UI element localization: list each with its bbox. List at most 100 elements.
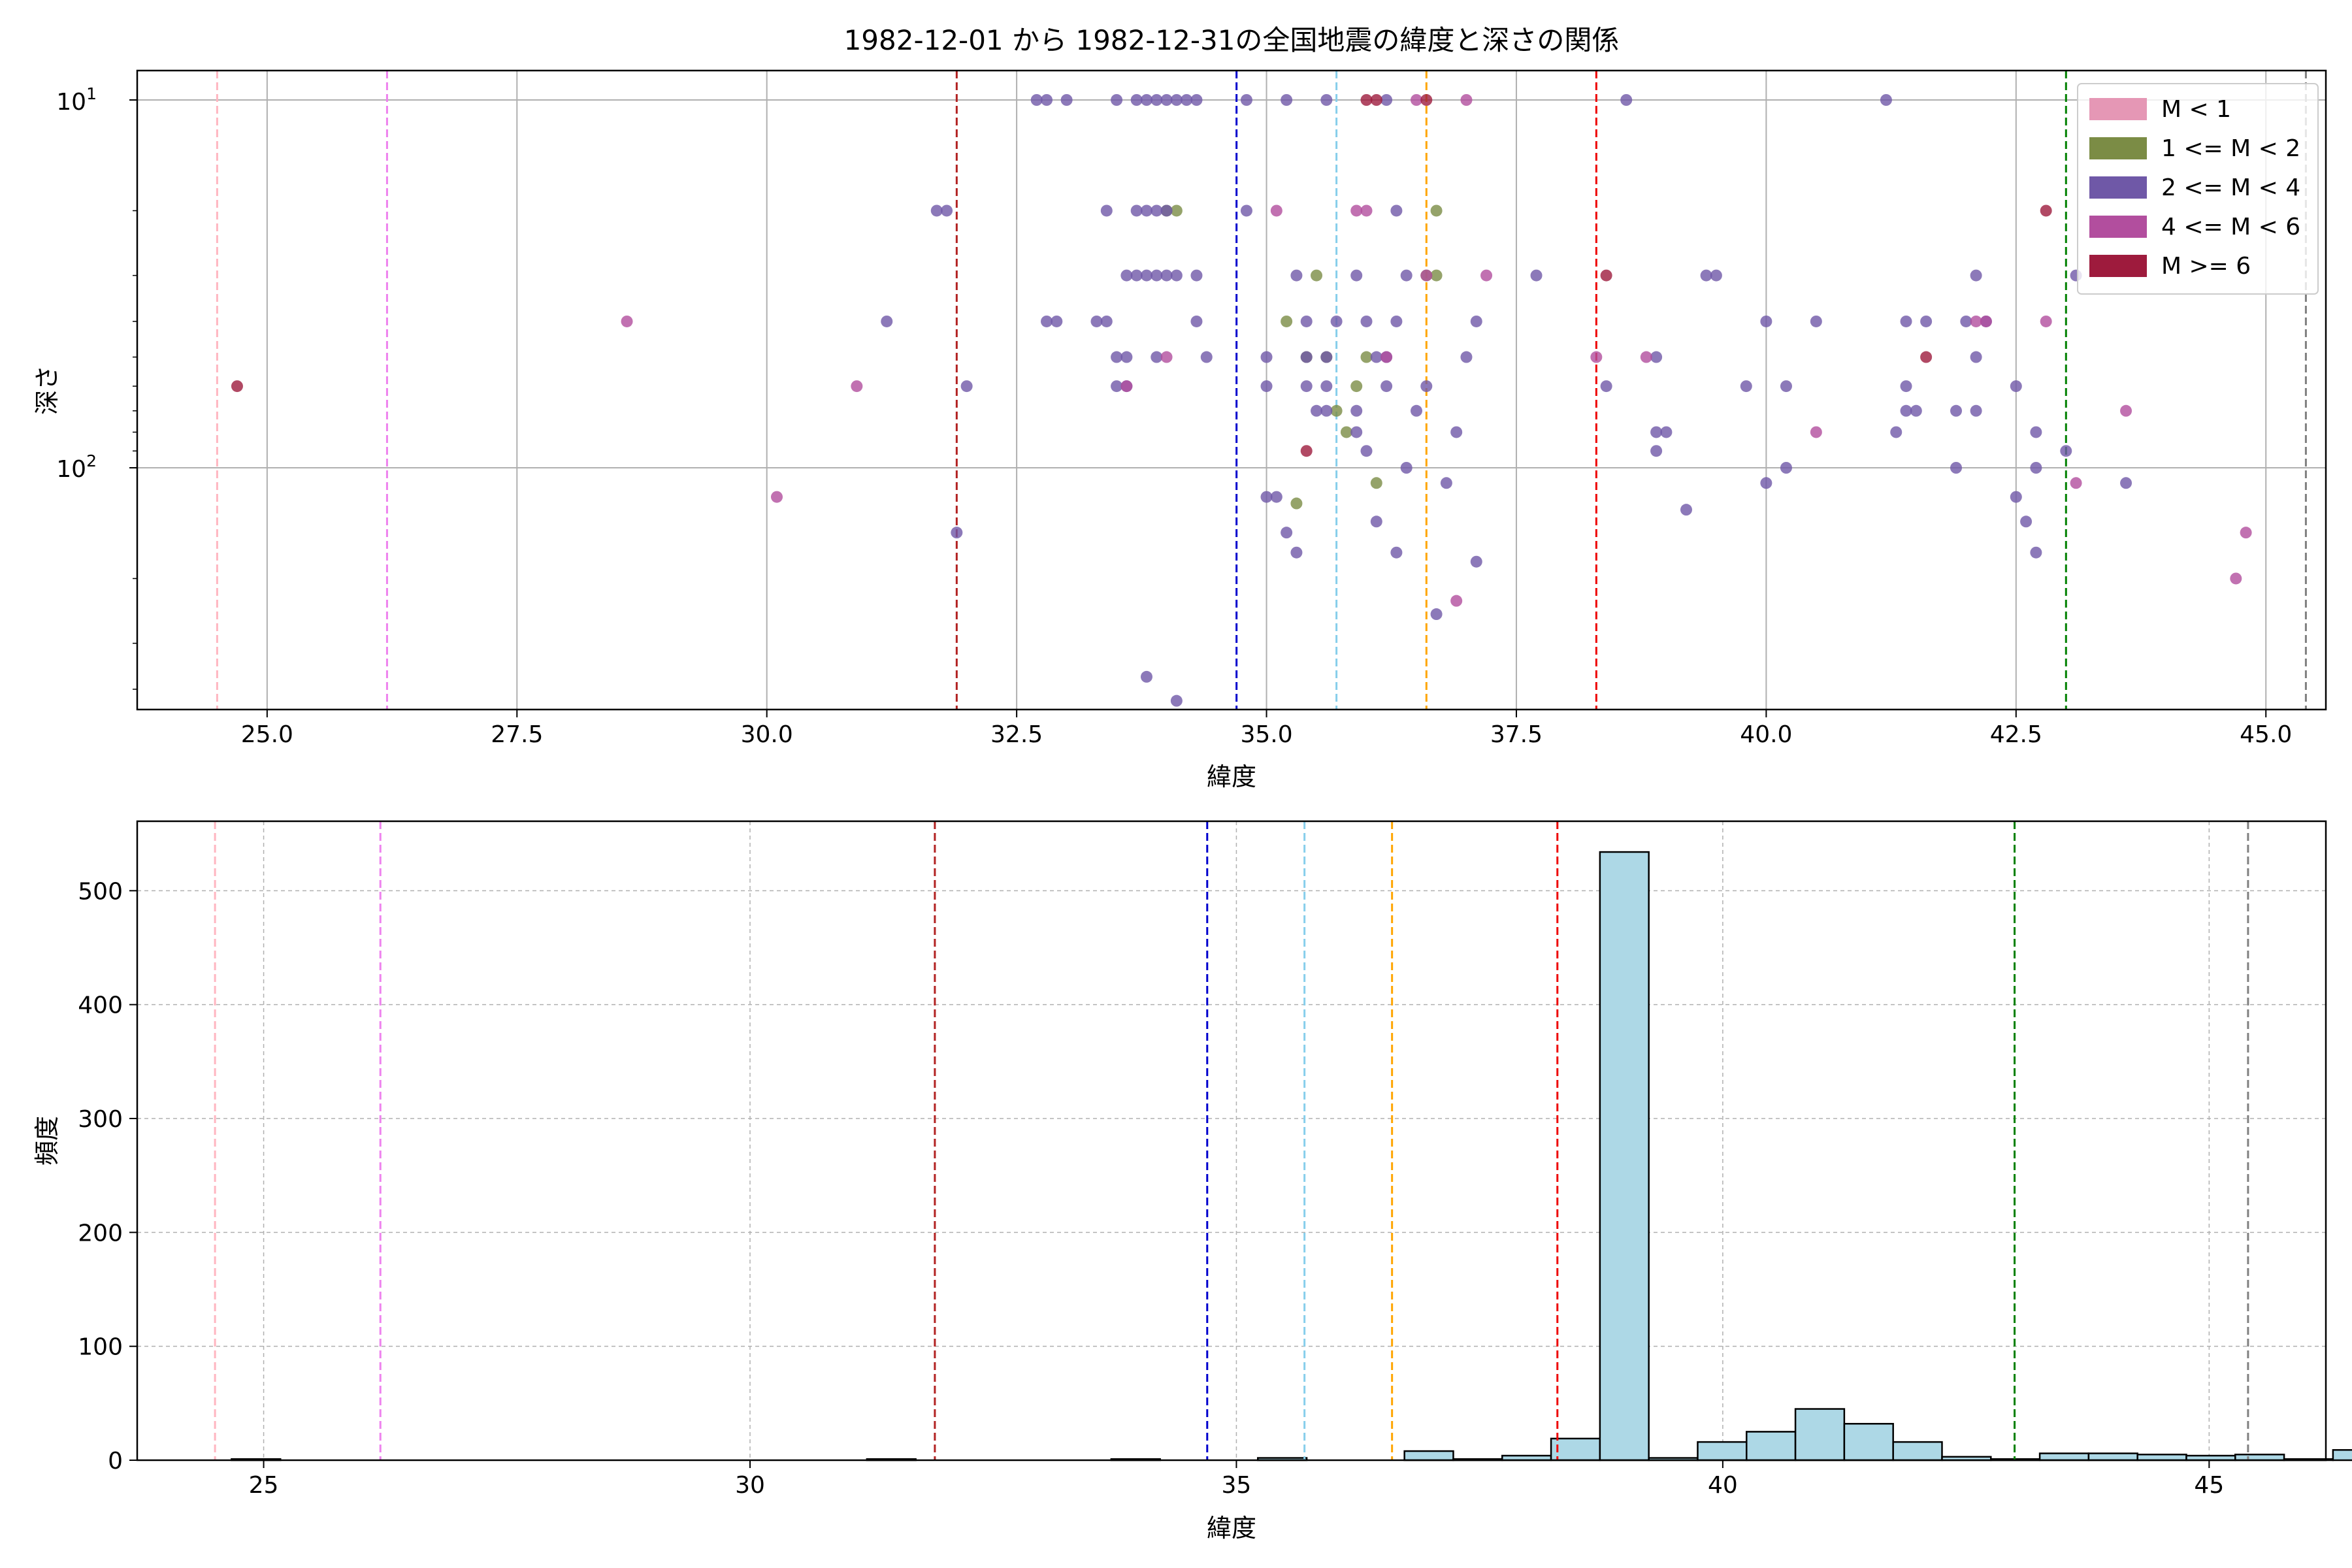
scatter-point — [1130, 94, 1143, 106]
scatter-point — [2020, 515, 2033, 528]
scatter-point — [1880, 94, 1892, 106]
scatter-point — [2230, 572, 2242, 585]
scatter-point — [1600, 380, 1612, 393]
scatter-point — [1120, 380, 1133, 393]
scatter-point — [1370, 94, 1382, 106]
histogram-y-ticks: 0 100 200 300 400 500 — [78, 878, 137, 1475]
scatter-point — [930, 204, 943, 217]
scatter-point — [1281, 315, 1293, 327]
scatter-point — [1300, 445, 1313, 457]
scatter-point — [1151, 269, 1163, 282]
histogram-bar — [1746, 1431, 1797, 1462]
scatter-x-tick-label: 42.5 — [1990, 721, 2042, 748]
scatter-point — [1360, 204, 1373, 217]
scatter-point — [1320, 94, 1333, 106]
scatter-point — [1430, 269, 1443, 282]
scatter-point — [1420, 94, 1433, 106]
scatter-point — [1151, 204, 1163, 217]
scatter-point — [1181, 94, 1193, 106]
scatter-point — [1950, 462, 1963, 474]
scatter-point — [2040, 315, 2052, 327]
scatter-point — [1350, 269, 1363, 282]
histogram-x-tick-label: 35 — [1222, 1472, 1252, 1499]
scatter-point — [1350, 380, 1363, 393]
scatter-point — [1330, 404, 1343, 417]
scatter-point — [1810, 426, 1822, 438]
scatter-point — [1460, 351, 1473, 363]
scatter-point — [1260, 380, 1273, 393]
scatter-point — [1380, 380, 1393, 393]
legend-label: M >= 6 — [2161, 253, 2251, 280]
scatter-point — [1370, 351, 1382, 363]
scatter-point — [1710, 269, 1722, 282]
legend-swatch — [2089, 98, 2147, 120]
scatter-point — [1650, 445, 1663, 457]
scatter-point — [1590, 351, 1603, 363]
histogram-y-tick-label: 0 — [108, 1448, 123, 1475]
scatter-point — [1370, 477, 1382, 489]
scatter-point — [1111, 94, 1123, 106]
scatter-point — [1300, 351, 1313, 363]
scatter-point — [1740, 380, 1752, 393]
scatter-point — [1330, 315, 1343, 327]
scatter-point — [1660, 426, 1673, 438]
y-tick-100-exp: 2 — [86, 451, 97, 470]
scatter-point — [1350, 204, 1363, 217]
scatter-point — [1240, 204, 1252, 217]
histogram-bar — [2332, 1449, 2352, 1462]
scatter-point — [1530, 269, 1543, 282]
histogram-x-tick-label: 25 — [249, 1472, 279, 1499]
scatter-point — [1370, 515, 1382, 528]
histogram-x-tick-label: 40 — [1708, 1472, 1738, 1499]
scatter-x-axis-label: 緯度 — [1207, 762, 1256, 791]
histogram-x-tick-label: 45 — [2194, 1472, 2224, 1499]
scatter-point — [941, 204, 953, 217]
scatter-point — [1320, 404, 1333, 417]
scatter-point — [2240, 527, 2252, 539]
scatter-axes-frame — [136, 69, 2327, 711]
scatter-point — [1190, 315, 1203, 327]
scatter-point — [1190, 94, 1203, 106]
scatter-point — [1270, 491, 1282, 503]
scatter-point — [1480, 269, 1493, 282]
scatter-point — [1140, 269, 1152, 282]
scatter-legend: M < 1 1 <= M < 2 2 <= M < 4 4 <= M < 6 M >= … — [2077, 83, 2319, 295]
scatter-point — [1700, 269, 1712, 282]
histogram-bar — [1794, 1408, 1846, 1462]
scatter-point — [1160, 351, 1173, 363]
legend-swatch — [2089, 255, 2147, 277]
y-tick-10-base: 10 — [56, 89, 86, 116]
scatter-y-axis-label: 深さ — [33, 365, 61, 415]
histogram-bar — [1697, 1441, 1748, 1462]
legend-label: 1 <= M < 2 — [2161, 135, 2300, 162]
scatter-point — [1270, 204, 1282, 217]
scatter-point — [2010, 491, 2022, 503]
scatter-point — [1780, 462, 1792, 474]
scatter-point — [1380, 351, 1393, 363]
scatter-point — [2030, 462, 2042, 474]
histogram-bar — [2136, 1454, 2187, 1462]
scatter-point — [1030, 94, 1043, 106]
legend-swatch — [2089, 216, 2147, 238]
scatter-point — [1160, 269, 1173, 282]
scatter-point — [1890, 426, 1903, 438]
scatter-point — [2120, 477, 2132, 489]
scatter-point — [1980, 315, 1992, 327]
scatter-point — [1920, 315, 1933, 327]
scatter-point — [881, 315, 893, 327]
scatter-point — [1170, 694, 1183, 707]
scatter-point — [770, 491, 783, 503]
scatter-point — [2030, 546, 2042, 559]
scatter-point — [1650, 351, 1663, 363]
scatter-point — [1090, 315, 1103, 327]
scatter-point — [1281, 94, 1293, 106]
y-tick-100-base: 10 — [56, 456, 86, 483]
scatter-point — [1650, 426, 1663, 438]
scatter-legend-box — [2077, 83, 2319, 295]
scatter-point — [1410, 94, 1422, 106]
scatter-point — [1130, 269, 1143, 282]
scatter-point — [231, 380, 243, 393]
histogram-bar — [1843, 1422, 1894, 1462]
scatter-point — [1160, 204, 1173, 217]
histogram-bar — [1550, 1437, 1601, 1462]
